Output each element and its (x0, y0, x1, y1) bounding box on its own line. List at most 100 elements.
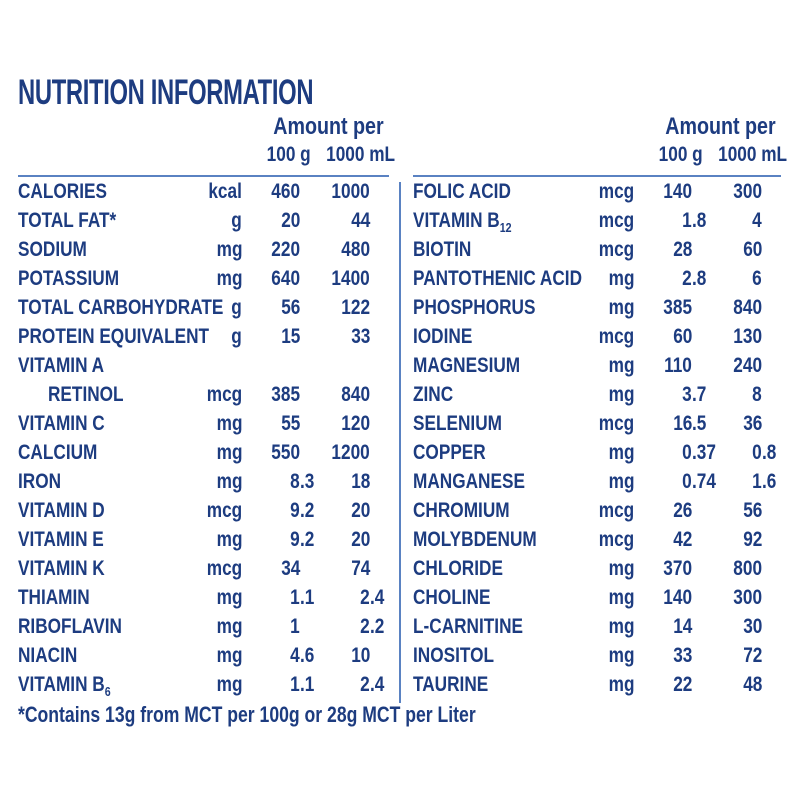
table-row: VITAMIN A (18, 351, 389, 380)
value-100g: 42 (672, 528, 692, 551)
table-row: TAURINE mg 22 48 (413, 670, 781, 699)
row-unit: g (231, 325, 242, 348)
value-100g-frac: .6 (300, 644, 315, 667)
row-label: MOLYBDENUM (413, 528, 537, 551)
table-row: IRON mg 8.3 18 (18, 467, 389, 496)
value-100g-frac: .5 (692, 412, 707, 435)
value-100g: 385 (663, 296, 692, 319)
value-100g-frac (300, 554, 313, 583)
value-1000ml-frac (762, 612, 778, 641)
row-label: CHROMIUM (413, 499, 510, 522)
table-row: VITAMIN E mg 9.2 20 (18, 525, 389, 554)
value-1000ml-frac (762, 583, 778, 612)
value-1000ml: 300 (733, 586, 762, 609)
row-label: VITAMIN A (18, 354, 105, 377)
value-1000ml-frac (370, 438, 386, 467)
value-100g-frac (692, 641, 705, 670)
value-100g: 460 (271, 180, 300, 203)
value-1000ml: 0 (752, 441, 762, 464)
row-unit: mcg (206, 383, 242, 406)
amount-per-label: Amount per (18, 113, 389, 140)
value-1000ml-frac (370, 293, 386, 322)
value-1000ml-frac (762, 235, 778, 264)
amount-per-label: Amount per (413, 113, 781, 140)
row-label: BIOTIN (413, 238, 472, 261)
table-row: POTASSIUM mg 640 1400 (18, 264, 389, 293)
table-row: BIOTIN mcg 28 60 (413, 235, 781, 264)
value-1000ml-frac (762, 496, 778, 525)
value-100g: 8 (290, 470, 300, 493)
value-1000ml: 1 (752, 470, 762, 493)
row-unit (182, 351, 242, 380)
column-headers: 100 g 1000 mL (413, 140, 787, 169)
value-1000ml: 18 (350, 470, 370, 493)
value-1000ml-frac (762, 293, 778, 322)
value-100g: 0 (682, 441, 692, 464)
value-100g: 140 (663, 586, 692, 609)
table-row: VITAMIN K mcg 34 74 (18, 554, 389, 583)
value-1000ml-frac (370, 264, 386, 293)
column-headers: 100 g 1000 mL (18, 140, 395, 169)
value-100g-frac (692, 612, 705, 641)
row-label: VITAMIN D (18, 499, 105, 522)
table-row: L-CARNITINE mg 14 30 (413, 612, 781, 641)
value-100g: 640 (271, 267, 300, 290)
row-label: PANTOTHENIC ACID (413, 267, 583, 290)
table-row: CHROMIUM mcg 26 56 (413, 496, 781, 525)
row-label: COPPER (413, 441, 486, 464)
table-row: VITAMIN B12 mcg 1.8 4 (413, 206, 781, 235)
table-header-right: Amount per 100 g 1000 mL (413, 113, 787, 177)
value-1000ml: 2 (360, 673, 370, 696)
amount-per-text: Amount per (273, 113, 384, 140)
value-1000ml: 130 (733, 325, 762, 348)
value-1000ml: 2 (360, 615, 370, 638)
value-1000ml: 800 (733, 557, 762, 580)
header-spacer (413, 140, 623, 169)
row-label: MAGNESIUM (413, 354, 521, 377)
row-unit: mg (608, 267, 634, 290)
value-1000ml-frac (370, 235, 386, 264)
value-100g-frac: .7 (692, 383, 707, 406)
value-1000ml: 60 (742, 238, 762, 261)
value-100g: 1 (290, 673, 300, 696)
value-1000ml-frac (762, 206, 778, 235)
value-1000ml-frac: .2 (370, 615, 385, 638)
value-100g: 220 (271, 238, 300, 261)
value-100g: 55 (280, 412, 300, 435)
value-1000ml: 72 (742, 644, 762, 667)
row-label: SELENIUM (413, 412, 502, 435)
table-row: PROTEIN EQUIVALENT g 15 33 (18, 322, 389, 351)
value-1000ml: 56 (742, 499, 762, 522)
value-100g-frac (300, 612, 313, 641)
col-header-100g: 100 g (266, 143, 311, 166)
row-label: CHOLINE (413, 586, 491, 609)
value-100g-frac (300, 235, 313, 264)
row-label: RETINOL (48, 383, 124, 406)
value-100g-frac (692, 670, 705, 699)
value-100g: 1 (290, 615, 300, 638)
row-unit: mg (608, 586, 634, 609)
row-unit: mg (216, 615, 242, 638)
table-row: CHLORIDE mg 370 800 (413, 554, 781, 583)
row-unit: mg (608, 557, 634, 580)
value-100g-frac (692, 583, 705, 612)
table-row: VITAMIN D mcg 9.2 20 (18, 496, 389, 525)
value-100g: 2 (682, 267, 692, 290)
row-label: TAURINE (413, 673, 489, 696)
value-1000ml-frac (762, 409, 778, 438)
row-label: VITAMIN K (18, 557, 105, 580)
value-100g: 550 (271, 441, 300, 464)
value-100g-frac (692, 525, 705, 554)
row-label: CHLORIDE (413, 557, 503, 580)
row-label: INOSITOL (413, 644, 495, 667)
value-100g-frac: .37 (692, 441, 716, 464)
value-100g: 9 (290, 528, 300, 551)
value-1000ml: 840 (733, 296, 762, 319)
row-unit: g (231, 209, 242, 232)
table-row: THIAMIN mg 1.1 2.4 (18, 583, 389, 612)
table-row: MANGANESE mg 0.74 1.6 (413, 467, 781, 496)
row-unit: mcg (598, 209, 634, 232)
table-body-left: CALORIES kcal 460 1000 TOTAL FAT* g 20 44 SODIUM… (18, 177, 389, 699)
row-label: TOTAL FAT* (18, 209, 117, 232)
value-1000ml-frac (370, 554, 386, 583)
